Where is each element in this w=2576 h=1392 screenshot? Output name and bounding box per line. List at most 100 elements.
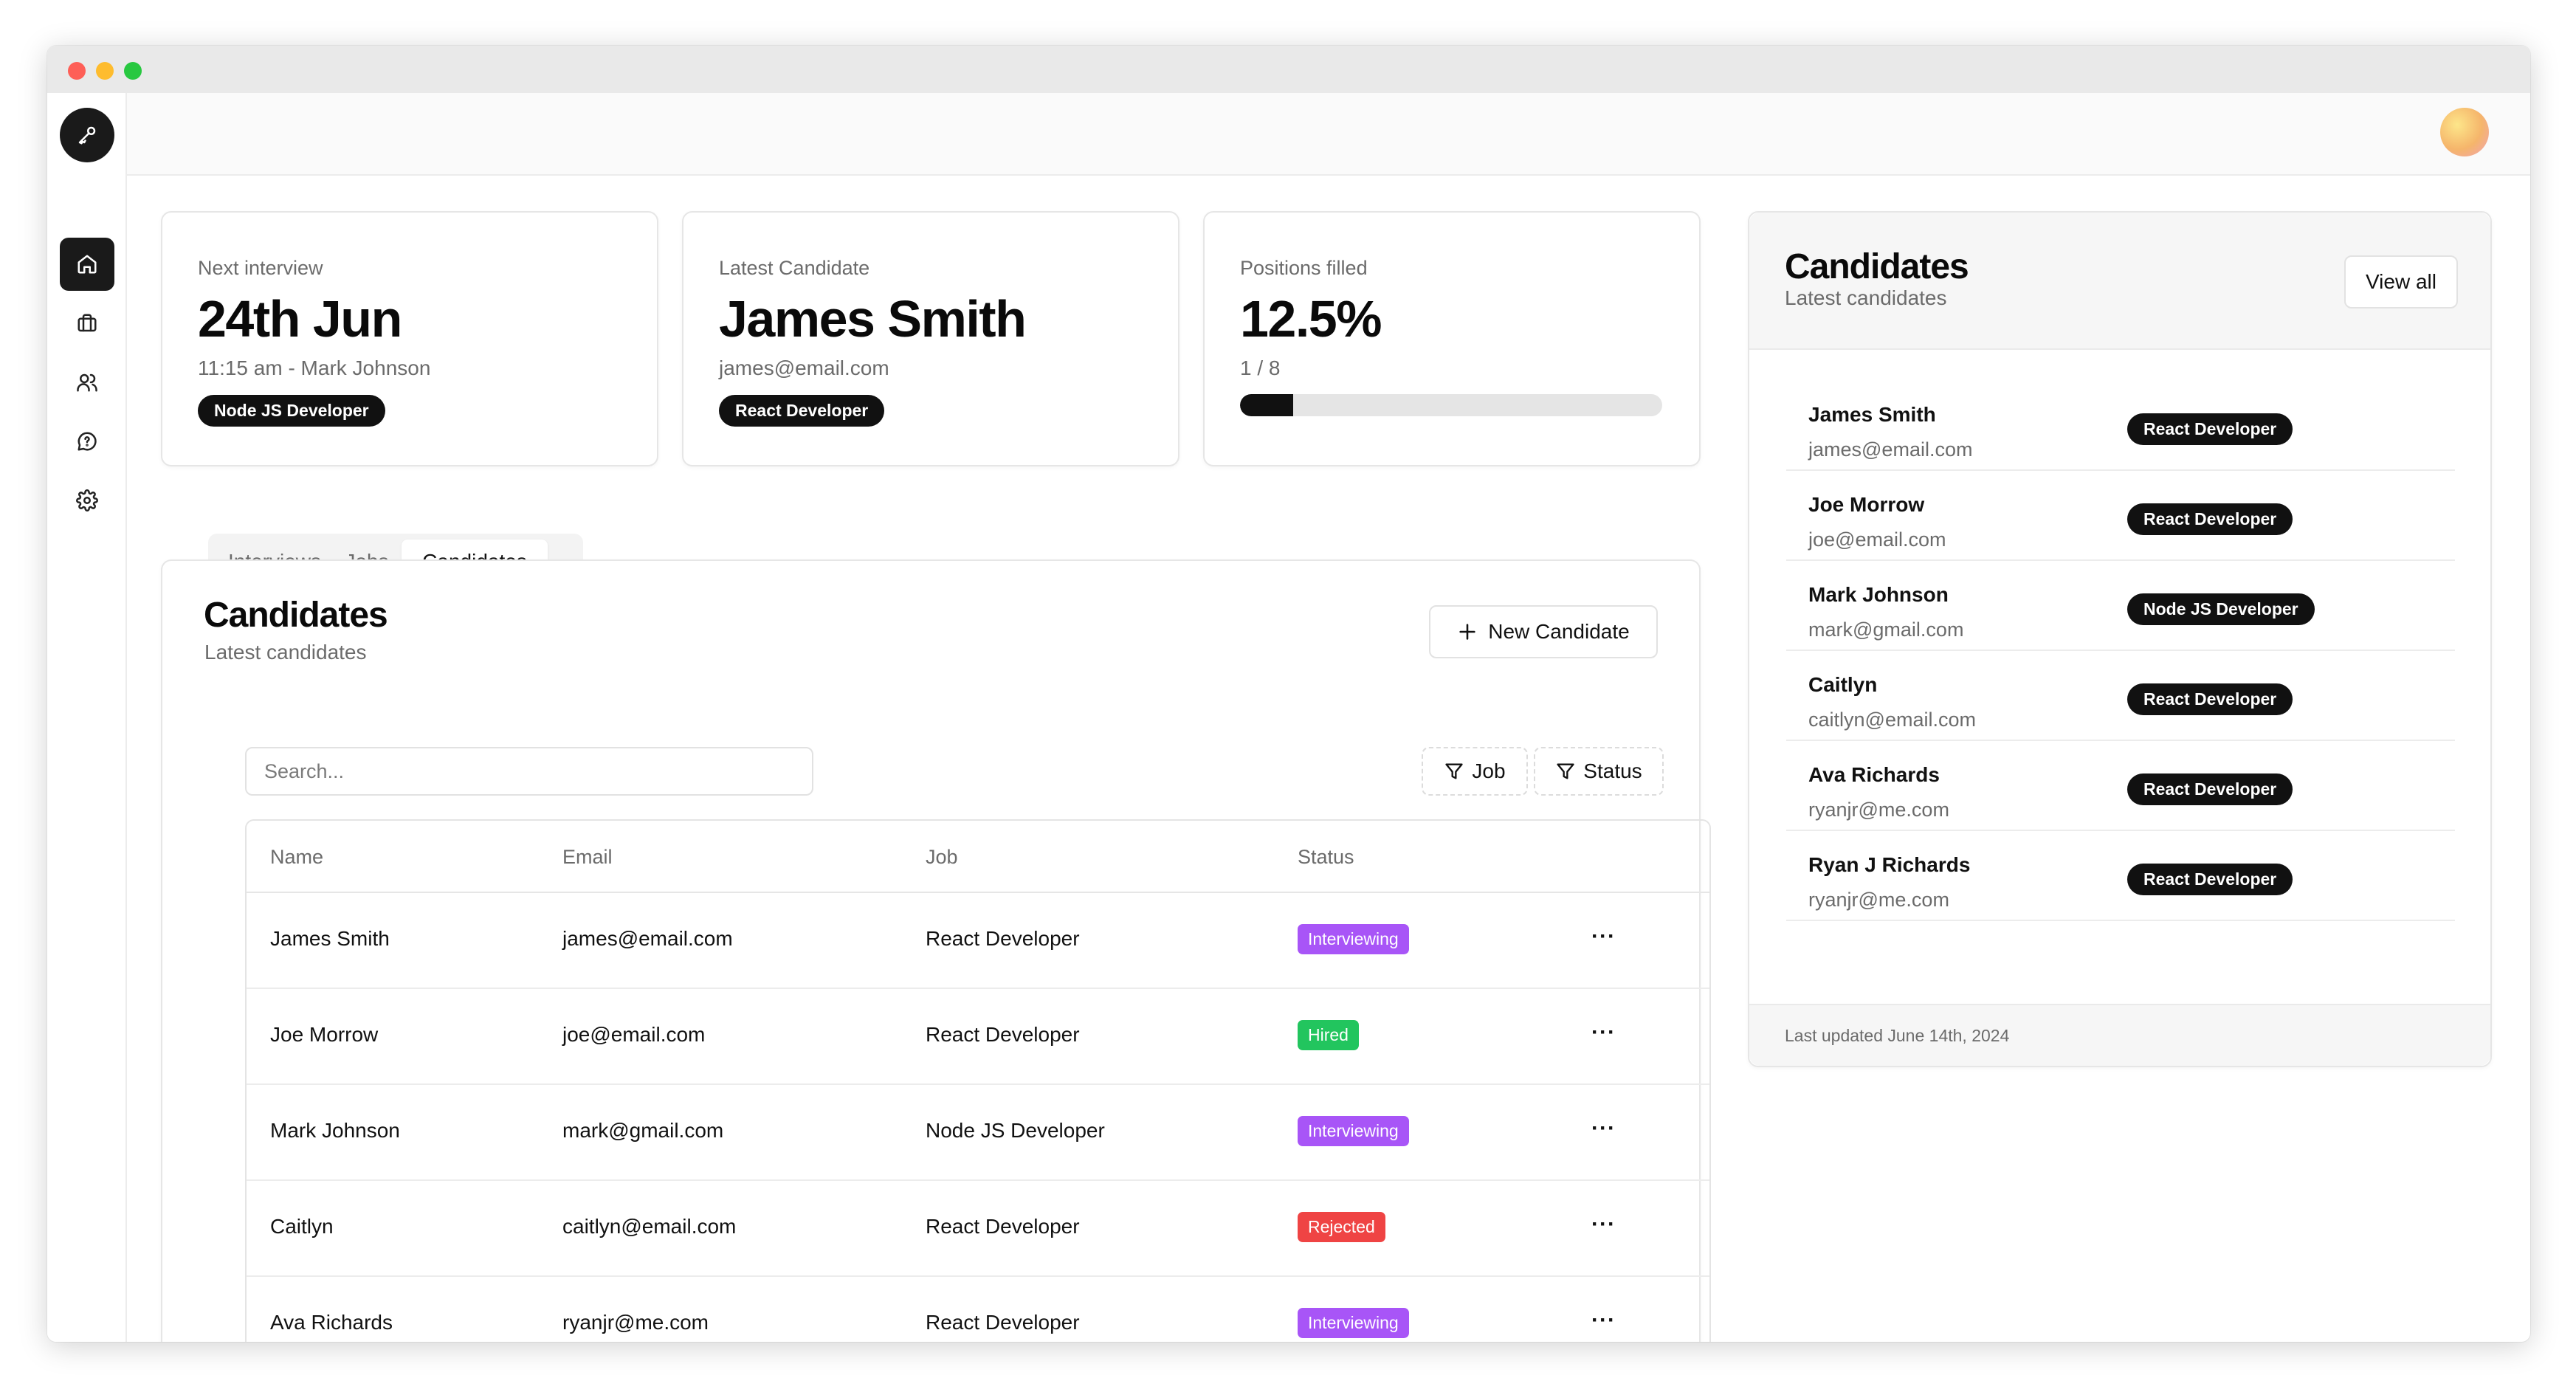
new-candidate-label: New Candidate bbox=[1488, 620, 1630, 643]
sidebar-item-settings[interactable] bbox=[60, 474, 114, 527]
sidebar-item-candidates[interactable] bbox=[60, 356, 114, 409]
column-header-email[interactable]: Email bbox=[562, 846, 613, 868]
positions-filled-card: Positions filled 12.5% 1 / 8 bbox=[1203, 211, 1701, 466]
users-icon bbox=[77, 373, 97, 392]
stat-label: Positions filled bbox=[1240, 257, 1368, 279]
table-row[interactable]: Ava Richards ryanjr@me.com React Develop… bbox=[247, 1277, 1709, 1342]
sidebar-item-jobs[interactable] bbox=[60, 297, 114, 350]
table-row[interactable]: Joe Morrow joe@email.com React Developer… bbox=[247, 989, 1709, 1085]
app-window: Next interview 24th Jun 11:15 am - Mark … bbox=[47, 46, 2530, 1342]
new-candidate-button[interactable]: New Candidate bbox=[1429, 605, 1658, 658]
job-badge: React Developer bbox=[2127, 683, 2293, 715]
row-actions-button[interactable]: ··· bbox=[1591, 924, 1616, 948]
maximize-window-button[interactable] bbox=[124, 62, 142, 80]
cell-job: Node JS Developer bbox=[926, 1119, 1105, 1142]
latest-candidate-card: Latest Candidate James Smith james@email… bbox=[682, 211, 1179, 466]
candidates-card bbox=[161, 559, 1701, 1342]
row-actions-button[interactable]: ··· bbox=[1591, 1020, 1616, 1044]
sidebar-item-messages[interactable] bbox=[60, 415, 114, 468]
page-title: Candidates bbox=[204, 596, 388, 635]
job-filter-label: Job bbox=[1472, 759, 1506, 782]
panel-footer: Last updated June 14th, 2024 bbox=[1749, 1004, 2490, 1066]
panel-title: Candidates bbox=[1785, 247, 1969, 286]
row-actions-button[interactable]: ··· bbox=[1591, 1308, 1616, 1332]
job-badge: React Developer bbox=[719, 395, 885, 427]
candidate-name: Joe Morrow bbox=[1808, 493, 1925, 516]
progress-bar bbox=[1240, 394, 1662, 416]
filter-icon bbox=[1557, 763, 1574, 779]
table-row[interactable]: Caitlyn caitlyn@email.com React Develope… bbox=[247, 1181, 1709, 1277]
last-updated-text: Last updated June 14th, 2024 bbox=[1785, 1026, 2010, 1045]
table-row[interactable]: James Smith james@email.com React Develo… bbox=[247, 893, 1709, 989]
stat-value: 24th Jun bbox=[198, 290, 402, 348]
view-all-button[interactable]: View all bbox=[2344, 255, 2458, 309]
job-badge: React Developer bbox=[2127, 773, 2293, 805]
table-row[interactable]: Mark Johnson mark@gmail.com Node JS Deve… bbox=[247, 1085, 1709, 1181]
row-actions-button[interactable]: ··· bbox=[1591, 1212, 1616, 1236]
candidate-name: James Smith bbox=[1808, 403, 1936, 426]
panel-subtitle: Latest candidates bbox=[1785, 286, 1947, 309]
list-item[interactable]: Caitlyn caitlyn@email.com React Develope… bbox=[1786, 651, 2455, 741]
candidate-email: ryanjr@me.com bbox=[1808, 799, 1949, 821]
panel-header: Candidates Latest candidates View all bbox=[1749, 213, 2490, 350]
cell-job: React Developer bbox=[926, 1023, 1080, 1046]
title-bar bbox=[47, 46, 2530, 93]
stat-label: Next interview bbox=[198, 257, 323, 279]
minimize-window-button[interactable] bbox=[96, 62, 114, 80]
column-header-name[interactable]: Name bbox=[270, 846, 324, 868]
cell-name: Mark Johnson bbox=[270, 1119, 400, 1142]
close-window-button[interactable] bbox=[68, 62, 86, 80]
stat-value: 12.5% bbox=[1240, 290, 1382, 348]
status-filter-label: Status bbox=[1583, 759, 1642, 782]
home-icon bbox=[78, 255, 97, 274]
job-badge: Node JS Developer bbox=[198, 395, 385, 427]
progress-fill bbox=[1240, 394, 1293, 416]
status-filter-button[interactable]: Status bbox=[1534, 747, 1664, 796]
search-input[interactable] bbox=[245, 747, 813, 796]
stat-subtext: 11:15 am - Mark Johnson bbox=[198, 356, 431, 379]
page-subtitle: Latest candidates bbox=[204, 641, 367, 664]
column-header-status[interactable]: Status bbox=[1298, 846, 1354, 868]
cell-name: James Smith bbox=[270, 927, 390, 950]
candidate-email: caitlyn@email.com bbox=[1808, 709, 1976, 731]
top-bar bbox=[127, 93, 2530, 176]
list-item[interactable]: James Smith james@email.com React Develo… bbox=[1786, 381, 2455, 471]
stat-label: Latest Candidate bbox=[719, 257, 870, 279]
cell-email: caitlyn@email.com bbox=[562, 1215, 737, 1238]
status-badge: Interviewing bbox=[1298, 1308, 1409, 1338]
logo[interactable] bbox=[60, 108, 114, 162]
status-badge: Hired bbox=[1298, 1020, 1359, 1050]
avatar[interactable] bbox=[2440, 108, 2489, 156]
job-badge: React Developer bbox=[2127, 413, 2293, 445]
candidate-name: Ryan J Richards bbox=[1808, 853, 1971, 876]
row-actions-button[interactable]: ··· bbox=[1591, 1116, 1616, 1140]
candidate-email: james@email.com bbox=[1808, 438, 1973, 461]
cell-job: React Developer bbox=[926, 1311, 1080, 1334]
candidate-email: ryanjr@me.com bbox=[1808, 889, 1949, 911]
list-item[interactable]: Joe Morrow joe@email.com React Developer bbox=[1786, 471, 2455, 561]
briefcase-icon bbox=[78, 314, 97, 332]
job-badge: React Developer bbox=[2127, 864, 2293, 895]
stat-value: James Smith bbox=[719, 290, 1027, 348]
cell-email: mark@gmail.com bbox=[562, 1119, 724, 1142]
list-item[interactable]: Ava Richards ryanjr@me.com React Develop… bbox=[1786, 741, 2455, 831]
table-header: Name Email Job Status bbox=[247, 821, 1709, 893]
next-interview-card: Next interview 24th Jun 11:15 am - Mark … bbox=[161, 211, 658, 466]
cell-name: Caitlyn bbox=[270, 1215, 334, 1238]
sidebar-item-home[interactable] bbox=[60, 238, 114, 291]
list-item[interactable]: Ryan J Richards ryanjr@me.com React Deve… bbox=[1786, 831, 2455, 921]
cell-job: React Developer bbox=[926, 1215, 1080, 1238]
key-icon bbox=[78, 126, 96, 145]
list-item[interactable]: Mark Johnson mark@gmail.com Node JS Deve… bbox=[1786, 561, 2455, 651]
job-badge: React Developer bbox=[2127, 503, 2293, 535]
status-badge: Rejected bbox=[1298, 1212, 1385, 1242]
job-filter-button[interactable]: Job bbox=[1422, 747, 1528, 796]
latest-candidates-panel: Candidates Latest candidates View all Ja… bbox=[1748, 211, 2492, 1067]
column-header-job[interactable]: Job bbox=[926, 846, 958, 868]
candidate-name: Caitlyn bbox=[1808, 673, 1878, 696]
cell-email: ryanjr@me.com bbox=[562, 1311, 709, 1334]
cell-job: React Developer bbox=[926, 927, 1080, 950]
job-badge: Node JS Developer bbox=[2127, 593, 2315, 625]
candidates-table: Name Email Job Status James Smith james@… bbox=[245, 819, 1711, 1342]
candidate-name: Mark Johnson bbox=[1808, 583, 1949, 606]
